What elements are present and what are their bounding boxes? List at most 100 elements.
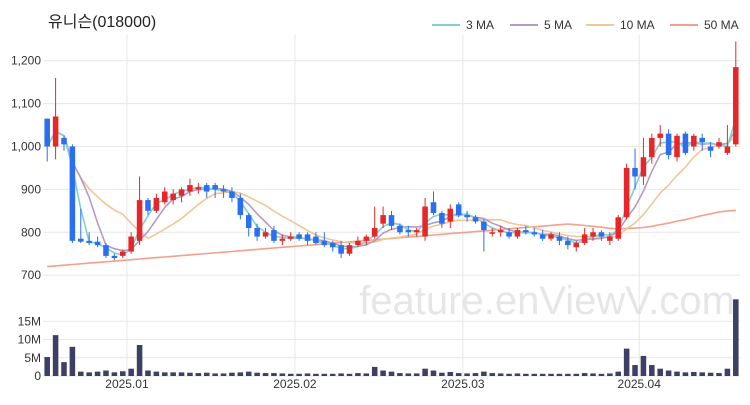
candle-body — [279, 238, 286, 241]
volume-bar — [44, 357, 50, 376]
candle-body — [161, 191, 168, 203]
ma3-line — [46, 118, 737, 256]
candle-body — [346, 245, 353, 254]
candle-body — [78, 238, 84, 242]
candle-body — [120, 251, 126, 256]
candle-body — [598, 232, 605, 237]
candle-body — [548, 234, 554, 239]
candle-body — [405, 230, 412, 233]
legend-label: 10 MA — [620, 18, 655, 32]
candle-body — [573, 242, 580, 248]
volume-bar — [153, 371, 160, 376]
candle-body — [699, 137, 705, 143]
volume-bar — [355, 373, 361, 376]
volume-bar — [581, 373, 588, 376]
volume-bar — [237, 372, 244, 376]
volume-bar — [506, 373, 512, 376]
candle-body — [581, 234, 588, 243]
legend: 3 MA 5 MA 10 MA 50 MA — [432, 18, 739, 32]
volume-bar — [136, 344, 143, 376]
legend-label: 5 MA — [544, 18, 572, 32]
volume-bar — [271, 373, 277, 376]
candle-body — [203, 185, 210, 192]
volume-bar — [187, 372, 193, 376]
candle-body — [615, 217, 622, 239]
volume-bar — [632, 365, 638, 376]
volume-bar — [682, 372, 689, 376]
watermark: feature.enViewV.com — [359, 279, 735, 323]
volume-bar — [724, 368, 731, 376]
candle-body — [481, 221, 487, 231]
volume-bar — [640, 355, 647, 376]
candle-body — [86, 240, 92, 243]
volume-bar — [455, 373, 462, 376]
candle-body — [128, 236, 134, 252]
volume-bar — [573, 373, 580, 376]
candle-body — [195, 187, 202, 190]
volume-bar — [103, 370, 109, 376]
volume-bar — [313, 373, 319, 376]
candle-body — [674, 135, 680, 158]
candle-body — [422, 206, 428, 237]
volume-bar — [195, 373, 202, 376]
volume-bar — [212, 373, 218, 376]
candle-body — [69, 146, 76, 241]
volume-bar — [699, 372, 705, 376]
volume-bar — [464, 373, 470, 376]
candle-body — [733, 67, 739, 145]
candle-body — [388, 215, 395, 226]
candle-body — [607, 236, 613, 241]
candle-body — [472, 217, 479, 222]
volume-bar — [397, 373, 403, 376]
volume-bar — [170, 372, 176, 376]
volume-bar — [539, 373, 546, 376]
volume-bar — [304, 373, 311, 376]
candle-body — [380, 215, 386, 224]
volume-bar — [523, 373, 529, 376]
volume-bar — [220, 373, 227, 376]
volume-bar — [69, 346, 76, 376]
volume-bar — [111, 372, 118, 376]
candle-body — [52, 116, 59, 147]
volume-bar — [707, 372, 714, 376]
volume-bar — [590, 373, 596, 376]
candle-body — [539, 234, 546, 239]
candle-body — [682, 133, 689, 153]
volume-bar — [120, 371, 126, 376]
candle-body — [313, 236, 319, 243]
candle-body — [489, 232, 496, 234]
date-tick-label: 2025.01 — [105, 377, 149, 391]
candle-body — [565, 240, 571, 246]
candle-body — [304, 234, 311, 241]
candle-body — [657, 133, 663, 138]
candle-body — [145, 200, 151, 211]
volume-bar — [623, 348, 630, 376]
volume-bar — [245, 371, 252, 376]
candle-body — [254, 227, 260, 237]
candles — [44, 41, 739, 261]
volume-bar — [691, 371, 697, 376]
volume-bar — [178, 372, 185, 376]
volume-bar — [422, 368, 428, 376]
candle-body — [44, 118, 50, 147]
candle-body — [665, 133, 672, 156]
candle-body — [103, 245, 109, 256]
candle-body — [111, 255, 118, 258]
volume-bar — [531, 373, 538, 376]
volume-bar — [489, 373, 496, 376]
price-tick-label: 900 — [21, 182, 41, 196]
volume-bar — [430, 370, 437, 376]
volume-bar — [86, 372, 92, 376]
candle-body — [136, 200, 143, 241]
volume-bar — [287, 373, 294, 376]
volume-bar — [78, 371, 84, 376]
candle-body — [691, 135, 697, 147]
volume-bar — [161, 372, 168, 376]
volume-bar — [472, 373, 479, 376]
candle-body — [220, 189, 227, 192]
moving-averages — [46, 118, 737, 268]
volume-tick-label: 10M — [18, 333, 41, 347]
candle-body — [271, 230, 277, 241]
